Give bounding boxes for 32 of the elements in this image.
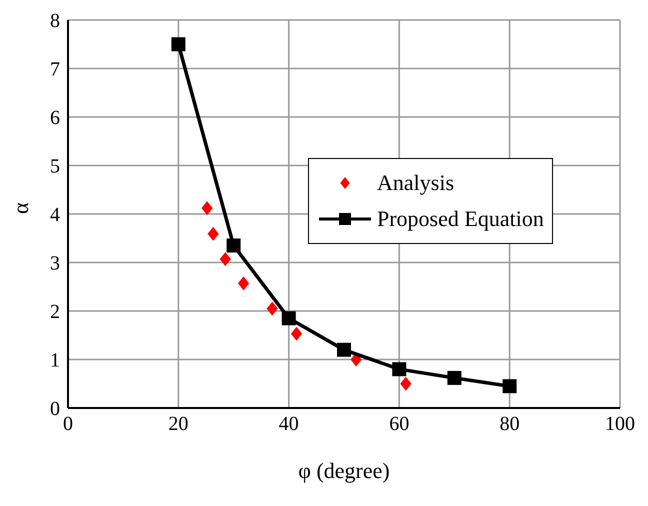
y-tick-label: 6 xyxy=(50,107,60,130)
y-tick-label: 4 xyxy=(50,204,60,226)
point xyxy=(238,276,250,290)
x-axis-title: φ (degree) xyxy=(298,458,390,483)
x-tick-label: 100 xyxy=(605,413,635,436)
y-tick-label: 8 xyxy=(50,10,60,32)
y-tick-label: 0 xyxy=(50,398,60,420)
point xyxy=(202,201,213,216)
point xyxy=(400,376,412,391)
point xyxy=(171,37,186,52)
x-tick-label: 20 xyxy=(168,413,188,436)
point xyxy=(447,370,462,385)
point xyxy=(337,342,351,357)
point xyxy=(282,311,296,326)
y-tick-label: 7 xyxy=(50,58,60,81)
point xyxy=(392,362,406,376)
x-tick-label: 80 xyxy=(500,413,520,436)
point xyxy=(220,252,231,266)
y-tick-label: 1 xyxy=(50,350,60,372)
x-tick-label: 40 xyxy=(278,413,299,436)
legend-label: Proposed Equation xyxy=(377,206,544,232)
point xyxy=(502,379,517,394)
y-tick-label: 3 xyxy=(50,252,60,275)
point xyxy=(226,238,241,253)
point xyxy=(208,226,219,241)
legend-label: Analysis xyxy=(377,170,454,196)
point xyxy=(266,302,278,316)
y-tick-label: 2 xyxy=(50,301,60,324)
point xyxy=(290,326,302,341)
y-tick-label: 5 xyxy=(50,156,60,178)
x-tick-label: 60 xyxy=(389,413,410,436)
y-axis-title: α xyxy=(8,202,33,214)
